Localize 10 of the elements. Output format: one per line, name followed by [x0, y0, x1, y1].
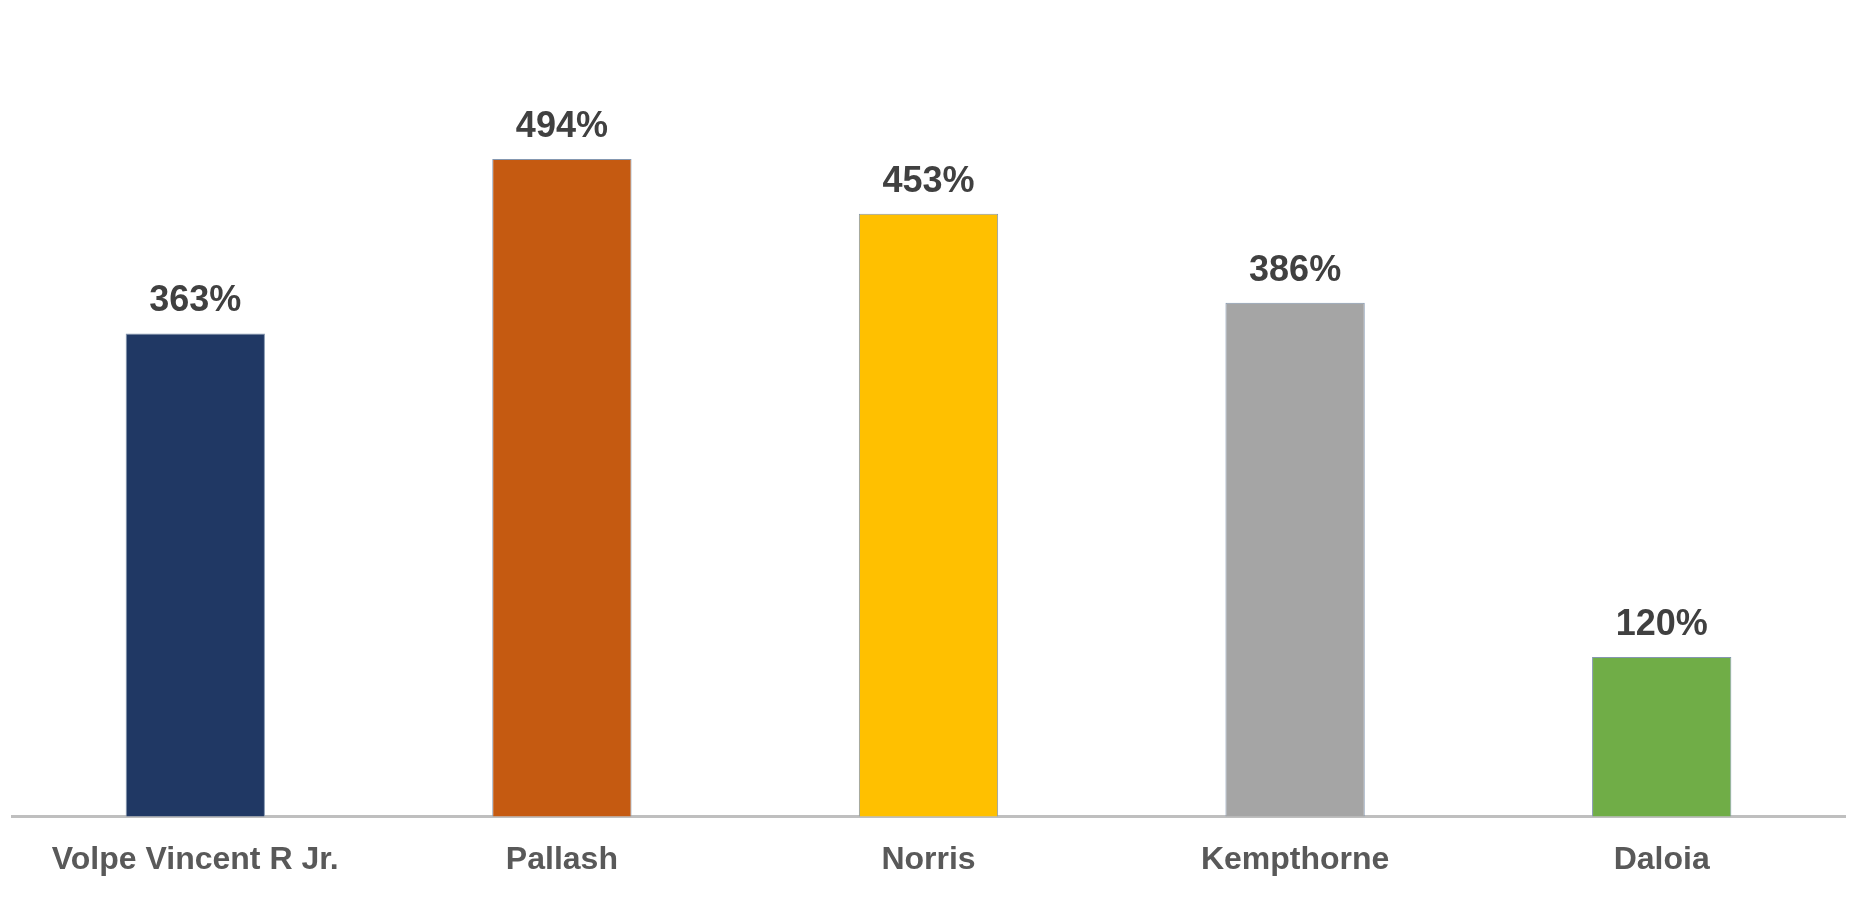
data-label: 453% [882, 158, 975, 200]
x-tick-label: Volpe Vincent R Jr. [51, 839, 339, 876]
data-label: 386% [1249, 247, 1342, 289]
data-label: 120% [1615, 601, 1708, 643]
x-tick-label: Norris [881, 839, 976, 876]
x-tick-label: Pallash [505, 839, 618, 876]
data-label: 363% [149, 278, 242, 320]
x-tick-label: Kempthorne [1200, 839, 1390, 876]
x-tick-label: Daloia [1613, 839, 1710, 876]
data-label: 494% [515, 104, 608, 146]
